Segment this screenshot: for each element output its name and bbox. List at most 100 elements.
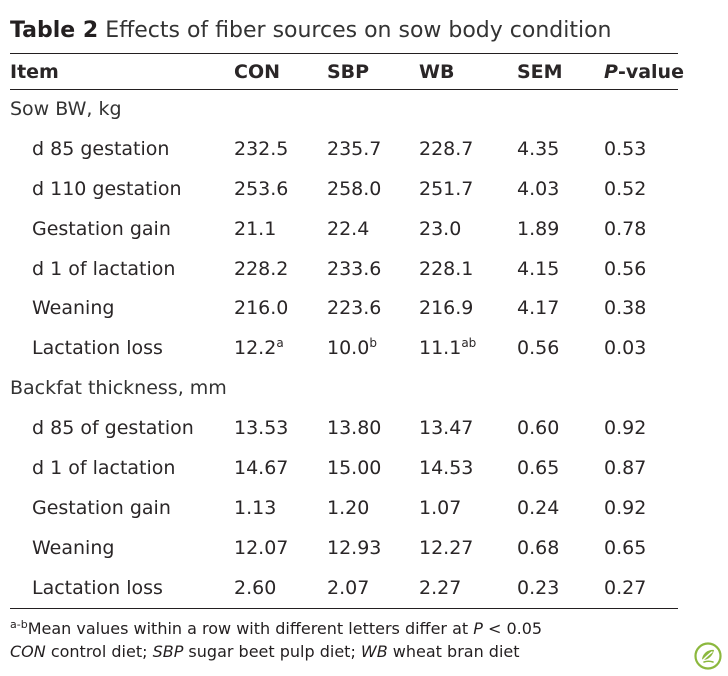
significance-letter: ab [461, 336, 477, 351]
springer-leaf-icon[interactable] [694, 642, 722, 670]
cell-con: 228.2 [234, 249, 327, 289]
cell-value: 14.67 [234, 456, 289, 479]
cell-value: 216.9 [419, 297, 474, 320]
cell-sem: 0.60 [517, 408, 604, 448]
cell-value: 2.27 [419, 576, 462, 599]
table-row: d 85 gestation 232.5 235.7 228.7 4.35 0.53 [10, 129, 678, 169]
cell-value: 228.1 [419, 257, 474, 280]
cell-con: 12.07 [234, 528, 327, 568]
cell-sbp: 13.80 [327, 408, 419, 448]
table-row: Lactation loss 2.60 2.07 2.27 0.23 0.27 [10, 568, 678, 608]
cell-value: 0.92 [604, 417, 647, 440]
cell-sem: 0.68 [517, 528, 604, 568]
cell-con: 12.2a [234, 328, 327, 368]
cell-value: 0.65 [604, 536, 647, 559]
cell-sem: 0.23 [517, 568, 604, 608]
significance-letter: b [369, 336, 377, 351]
cell-value: 258.0 [327, 177, 382, 200]
table-row: Weaning 12.07 12.93 12.27 0.68 0.65 [10, 528, 678, 568]
cell-sem: 1.89 [517, 209, 604, 249]
cell-sem: 0.56 [517, 328, 604, 368]
cell-value: 4.17 [517, 297, 560, 320]
table-row: d 1 of lactation 228.2 233.6 228.1 4.15 0.56 [10, 249, 678, 289]
cell-value: 15.00 [327, 456, 382, 479]
table-label: Table 2 [10, 18, 99, 43]
cell-con: 232.5 [234, 129, 327, 169]
row-item-label: d 85 of gestation [32, 417, 194, 440]
header-rule [10, 89, 678, 90]
cell-value: 13.80 [327, 417, 382, 440]
cell-value: 2.07 [327, 576, 370, 599]
abbr-sbp: SBP [152, 642, 184, 661]
cell-sbp: 22.4 [327, 209, 419, 249]
cell-wb: 23.0 [419, 209, 517, 249]
bottom-rule [10, 608, 678, 609]
cell-sbp: 258.0 [327, 169, 419, 209]
row-item-label: d 110 gestation [32, 177, 182, 200]
cell-value: 12.2 [234, 337, 277, 360]
cell-sbp: 10.0b [327, 328, 419, 368]
header-sbp: SBP [327, 60, 370, 83]
section-row: Sow BW, kg [10, 89, 678, 129]
cell-con: 1.13 [234, 488, 327, 528]
abbr-sbp-def: sugar beet pulp diet; [183, 642, 361, 661]
cell-value: 233.6 [327, 257, 382, 280]
cell-p: 0.92 [604, 488, 678, 528]
cell-value: 11.1 [419, 337, 462, 360]
cell-value: 253.6 [234, 177, 289, 200]
row-item-label: d 1 of lactation [32, 456, 176, 479]
cell-con: 2.60 [234, 568, 327, 608]
cell-p: 0.53 [604, 129, 678, 169]
cell-value: 0.65 [517, 456, 560, 479]
cell-sbp: 2.07 [327, 568, 419, 608]
cell-sbp: 12.93 [327, 528, 419, 568]
cell-value: 12.07 [234, 536, 289, 559]
table-row: d 85 of gestation 13.53 13.80 13.47 0.60 0.92 [10, 408, 678, 448]
cell-wb: 228.1 [419, 249, 517, 289]
cell-wb: 14.53 [419, 448, 517, 488]
cell-value: 223.6 [327, 297, 382, 320]
cell-p: 0.27 [604, 568, 678, 608]
cell-sem: 4.15 [517, 249, 604, 289]
cell-sbp: 233.6 [327, 249, 419, 289]
cell-sem: 4.35 [517, 129, 604, 169]
cell-value: 14.53 [419, 456, 474, 479]
cell-con: 216.0 [234, 288, 327, 328]
cell-value: 0.38 [604, 297, 647, 320]
cell-sbp: 15.00 [327, 448, 419, 488]
cell-sem: 0.24 [517, 488, 604, 528]
section-label: Sow BW, kg [10, 97, 122, 120]
cell-p: 0.65 [604, 528, 678, 568]
cell-value: 0.27 [604, 576, 647, 599]
cell-value: 0.87 [604, 456, 647, 479]
cell-value: 0.03 [604, 337, 647, 360]
cell-value: 228.7 [419, 137, 474, 160]
row-item-label: d 1 of lactation [32, 257, 176, 280]
header-p-letter: P [604, 60, 618, 83]
header-p-suffix: -value [617, 60, 684, 83]
row-item-label: Gestation gain [32, 496, 171, 519]
cell-wb: 216.9 [419, 288, 517, 328]
cell-p: 0.38 [604, 288, 678, 328]
cell-p: 0.52 [604, 169, 678, 209]
cell-value: 235.7 [327, 137, 382, 160]
table-row: d 1 of lactation 14.67 15.00 14.53 0.65 0.87 [10, 448, 678, 488]
cell-value: 23.0 [419, 217, 462, 240]
cell-sem: 4.17 [517, 288, 604, 328]
header-wb: WB [419, 60, 455, 83]
header-item: Item [10, 60, 59, 83]
cell-value: 232.5 [234, 137, 289, 160]
cell-con: 253.6 [234, 169, 327, 209]
row-item-label: d 85 gestation [32, 137, 170, 160]
cell-con: 13.53 [234, 408, 327, 448]
table-row: Gestation gain 21.1 22.4 23.0 1.89 0.78 [10, 209, 678, 249]
cell-value: 2.60 [234, 576, 277, 599]
significance-letter: a [276, 336, 284, 351]
cell-wb: 12.27 [419, 528, 517, 568]
cell-value: 22.4 [327, 217, 370, 240]
row-item-label: Gestation gain [32, 217, 171, 240]
table-row: Gestation gain 1.13 1.20 1.07 0.24 0.92 [10, 488, 678, 528]
table-row: Lactation loss 12.2a 10.0b 11.1ab 0.56 0.03 [10, 328, 678, 368]
footnote-significance: a-bMean values within a row with differe… [10, 619, 542, 639]
cell-value: 12.93 [327, 536, 382, 559]
